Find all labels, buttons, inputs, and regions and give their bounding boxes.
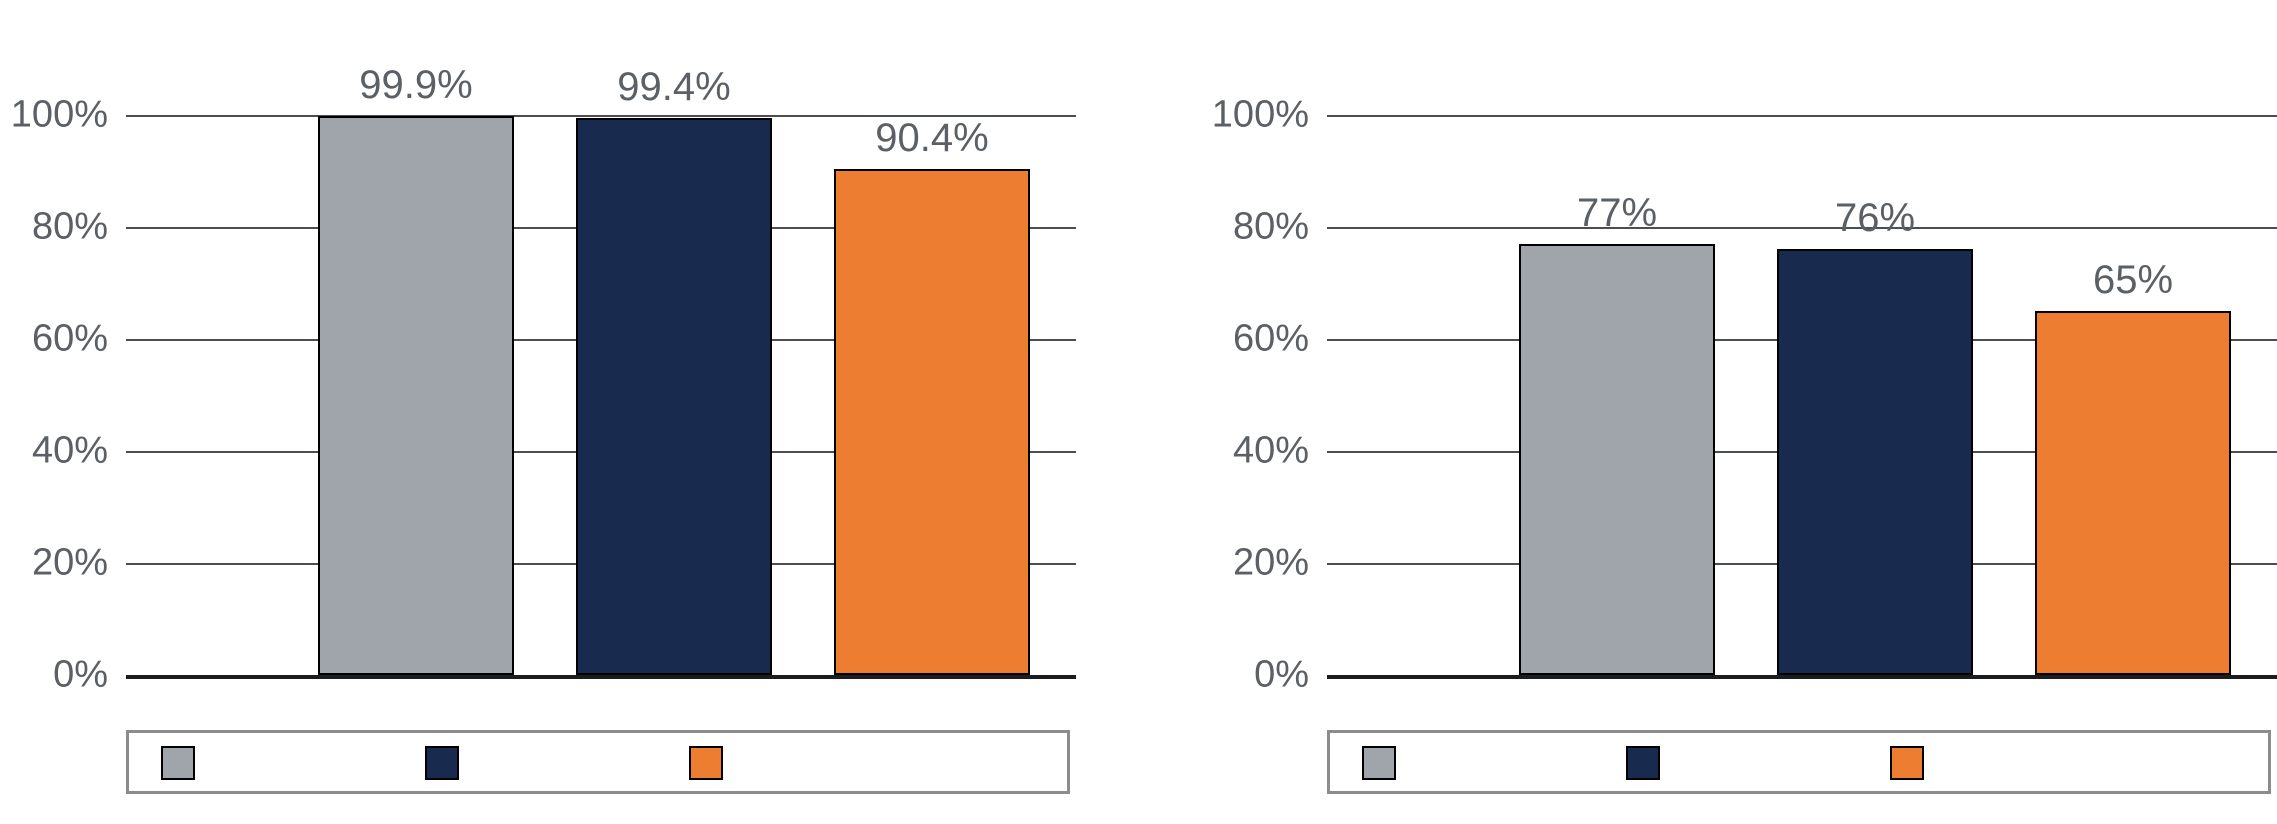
y-tick-label: 0%	[53, 654, 126, 697]
legend-swatch-series-3	[1890, 746, 1924, 780]
grid-line	[1327, 227, 2277, 229]
bar-value-label: 99.9%	[359, 63, 472, 108]
grid-line	[126, 675, 1076, 679]
chart-panel-left: 0% 20% 40% 60% 80% 100% 99.9% 99.4% 90.4%	[0, 0, 1076, 824]
legend-swatch-series-1	[1362, 746, 1396, 780]
y-tick-label: 80%	[1233, 206, 1327, 249]
bar-series-3	[2035, 311, 2231, 675]
bar-value-label: 99.4%	[617, 65, 730, 110]
y-tick-label: 60%	[32, 318, 126, 361]
grid-line	[1327, 675, 2277, 679]
grid-line	[1327, 115, 2277, 117]
chart-panel-right: 0% 20% 40% 60% 80% 100% 77% 76% 65%	[1201, 0, 2277, 824]
plot-area: 0%20%40%60%80%100%77%76%65%	[1327, 115, 2277, 675]
bar-value-label: 77%	[1577, 191, 1657, 236]
legend-swatch-series-1	[161, 746, 195, 780]
y-tick-label: 80%	[32, 206, 126, 249]
y-tick-label: 40%	[32, 430, 126, 473]
bar-value-label: 76%	[1835, 196, 1915, 241]
y-tick-label: 60%	[1233, 318, 1327, 361]
y-tick-label: 0%	[1254, 654, 1327, 697]
y-tick-label: 100%	[11, 94, 126, 137]
bar-value-label: 90.4%	[875, 116, 988, 161]
y-tick-label: 40%	[1233, 430, 1327, 473]
y-tick-label: 100%	[1212, 94, 1327, 137]
y-tick-label: 20%	[1233, 542, 1327, 585]
bar-series-3	[834, 169, 1030, 675]
chart-pair: 0% 20% 40% 60% 80% 100% 99.9% 99.4% 90.4% 0% 20% 40…	[0, 0, 2277, 824]
bar-value-label: 65%	[2093, 258, 2173, 303]
legend-swatch-series-2	[1626, 746, 1660, 780]
legend-swatch-series-3	[689, 746, 723, 780]
legend-swatch-series-2	[425, 746, 459, 780]
bar-series-2	[576, 118, 772, 675]
bar-series-2	[1777, 249, 1973, 675]
legend	[126, 730, 1070, 794]
legend	[1327, 730, 2271, 794]
bar-series-1	[318, 116, 514, 675]
bar-series-1	[1519, 244, 1715, 675]
plot-area: 0%20%40%60%80%100%99.9%99.4%90.4%	[126, 115, 1076, 675]
y-tick-label: 20%	[32, 542, 126, 585]
